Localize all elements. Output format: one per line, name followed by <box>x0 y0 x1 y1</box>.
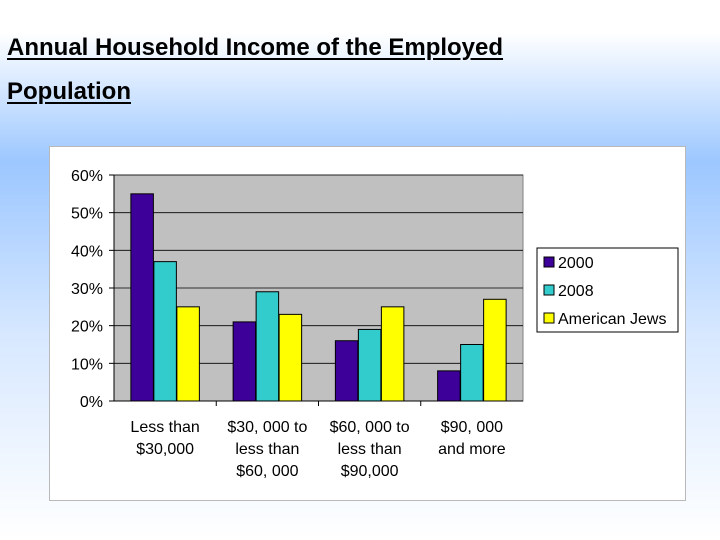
bar <box>176 306 200 402</box>
legend-label: 2008 <box>558 283 594 300</box>
bar <box>334 340 359 402</box>
bar <box>232 321 257 402</box>
chart-panel: 0% 10% 20% 30% 40% 50% 60% Less than $30,000 $30,… <box>49 146 686 501</box>
category-label: $60, 000 to <box>330 419 410 436</box>
category-label: Less than <box>130 419 199 436</box>
bar <box>278 313 303 402</box>
slide-title: Annual Household Income of the Employed … <box>7 26 647 114</box>
title-line-1: Annual Household Income of the Employed <box>7 34 504 61</box>
bar <box>460 344 484 402</box>
y-tick-label: 50% <box>71 206 103 223</box>
title-line-2: Population <box>7 78 131 105</box>
bar <box>483 298 507 402</box>
bar <box>153 261 177 402</box>
bar <box>255 291 280 402</box>
category-label: and more <box>438 441 506 458</box>
legend-swatch <box>543 312 555 324</box>
category-label: less than <box>235 441 299 458</box>
bar <box>357 328 382 402</box>
legend-label: 2000 <box>558 255 594 272</box>
category-label: $90, 000 <box>441 419 503 436</box>
bar-chart: 0% 10% 20% 30% 40% 50% 60% Less than $30,000 $30,… <box>71 168 679 480</box>
y-tick-label: 30% <box>71 281 103 298</box>
category-label: $60, 000 <box>236 463 298 480</box>
category-label: $30, 000 to <box>227 419 307 436</box>
category-label: $90,000 <box>341 463 399 480</box>
category-label: $30,000 <box>136 441 194 458</box>
category-label: less than <box>338 441 402 458</box>
bar <box>437 370 461 402</box>
legend-swatch <box>543 284 555 296</box>
y-tick-label: 10% <box>71 356 103 373</box>
y-tick-label: 0% <box>80 394 103 411</box>
y-tick-label: 60% <box>71 168 103 185</box>
y-tick-label: 20% <box>71 319 103 336</box>
bar <box>130 193 154 402</box>
legend-label: American Jews <box>558 311 666 328</box>
legend-swatch <box>543 256 555 268</box>
legend-box <box>536 247 679 333</box>
bar <box>380 306 405 402</box>
y-tick-label: 40% <box>71 243 103 260</box>
